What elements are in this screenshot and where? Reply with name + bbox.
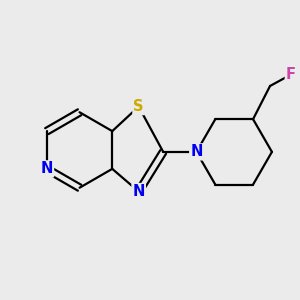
Text: N: N (190, 144, 202, 159)
Text: S: S (134, 99, 144, 114)
Text: N: N (41, 161, 53, 176)
Text: F: F (286, 67, 296, 82)
Text: N: N (133, 184, 145, 199)
